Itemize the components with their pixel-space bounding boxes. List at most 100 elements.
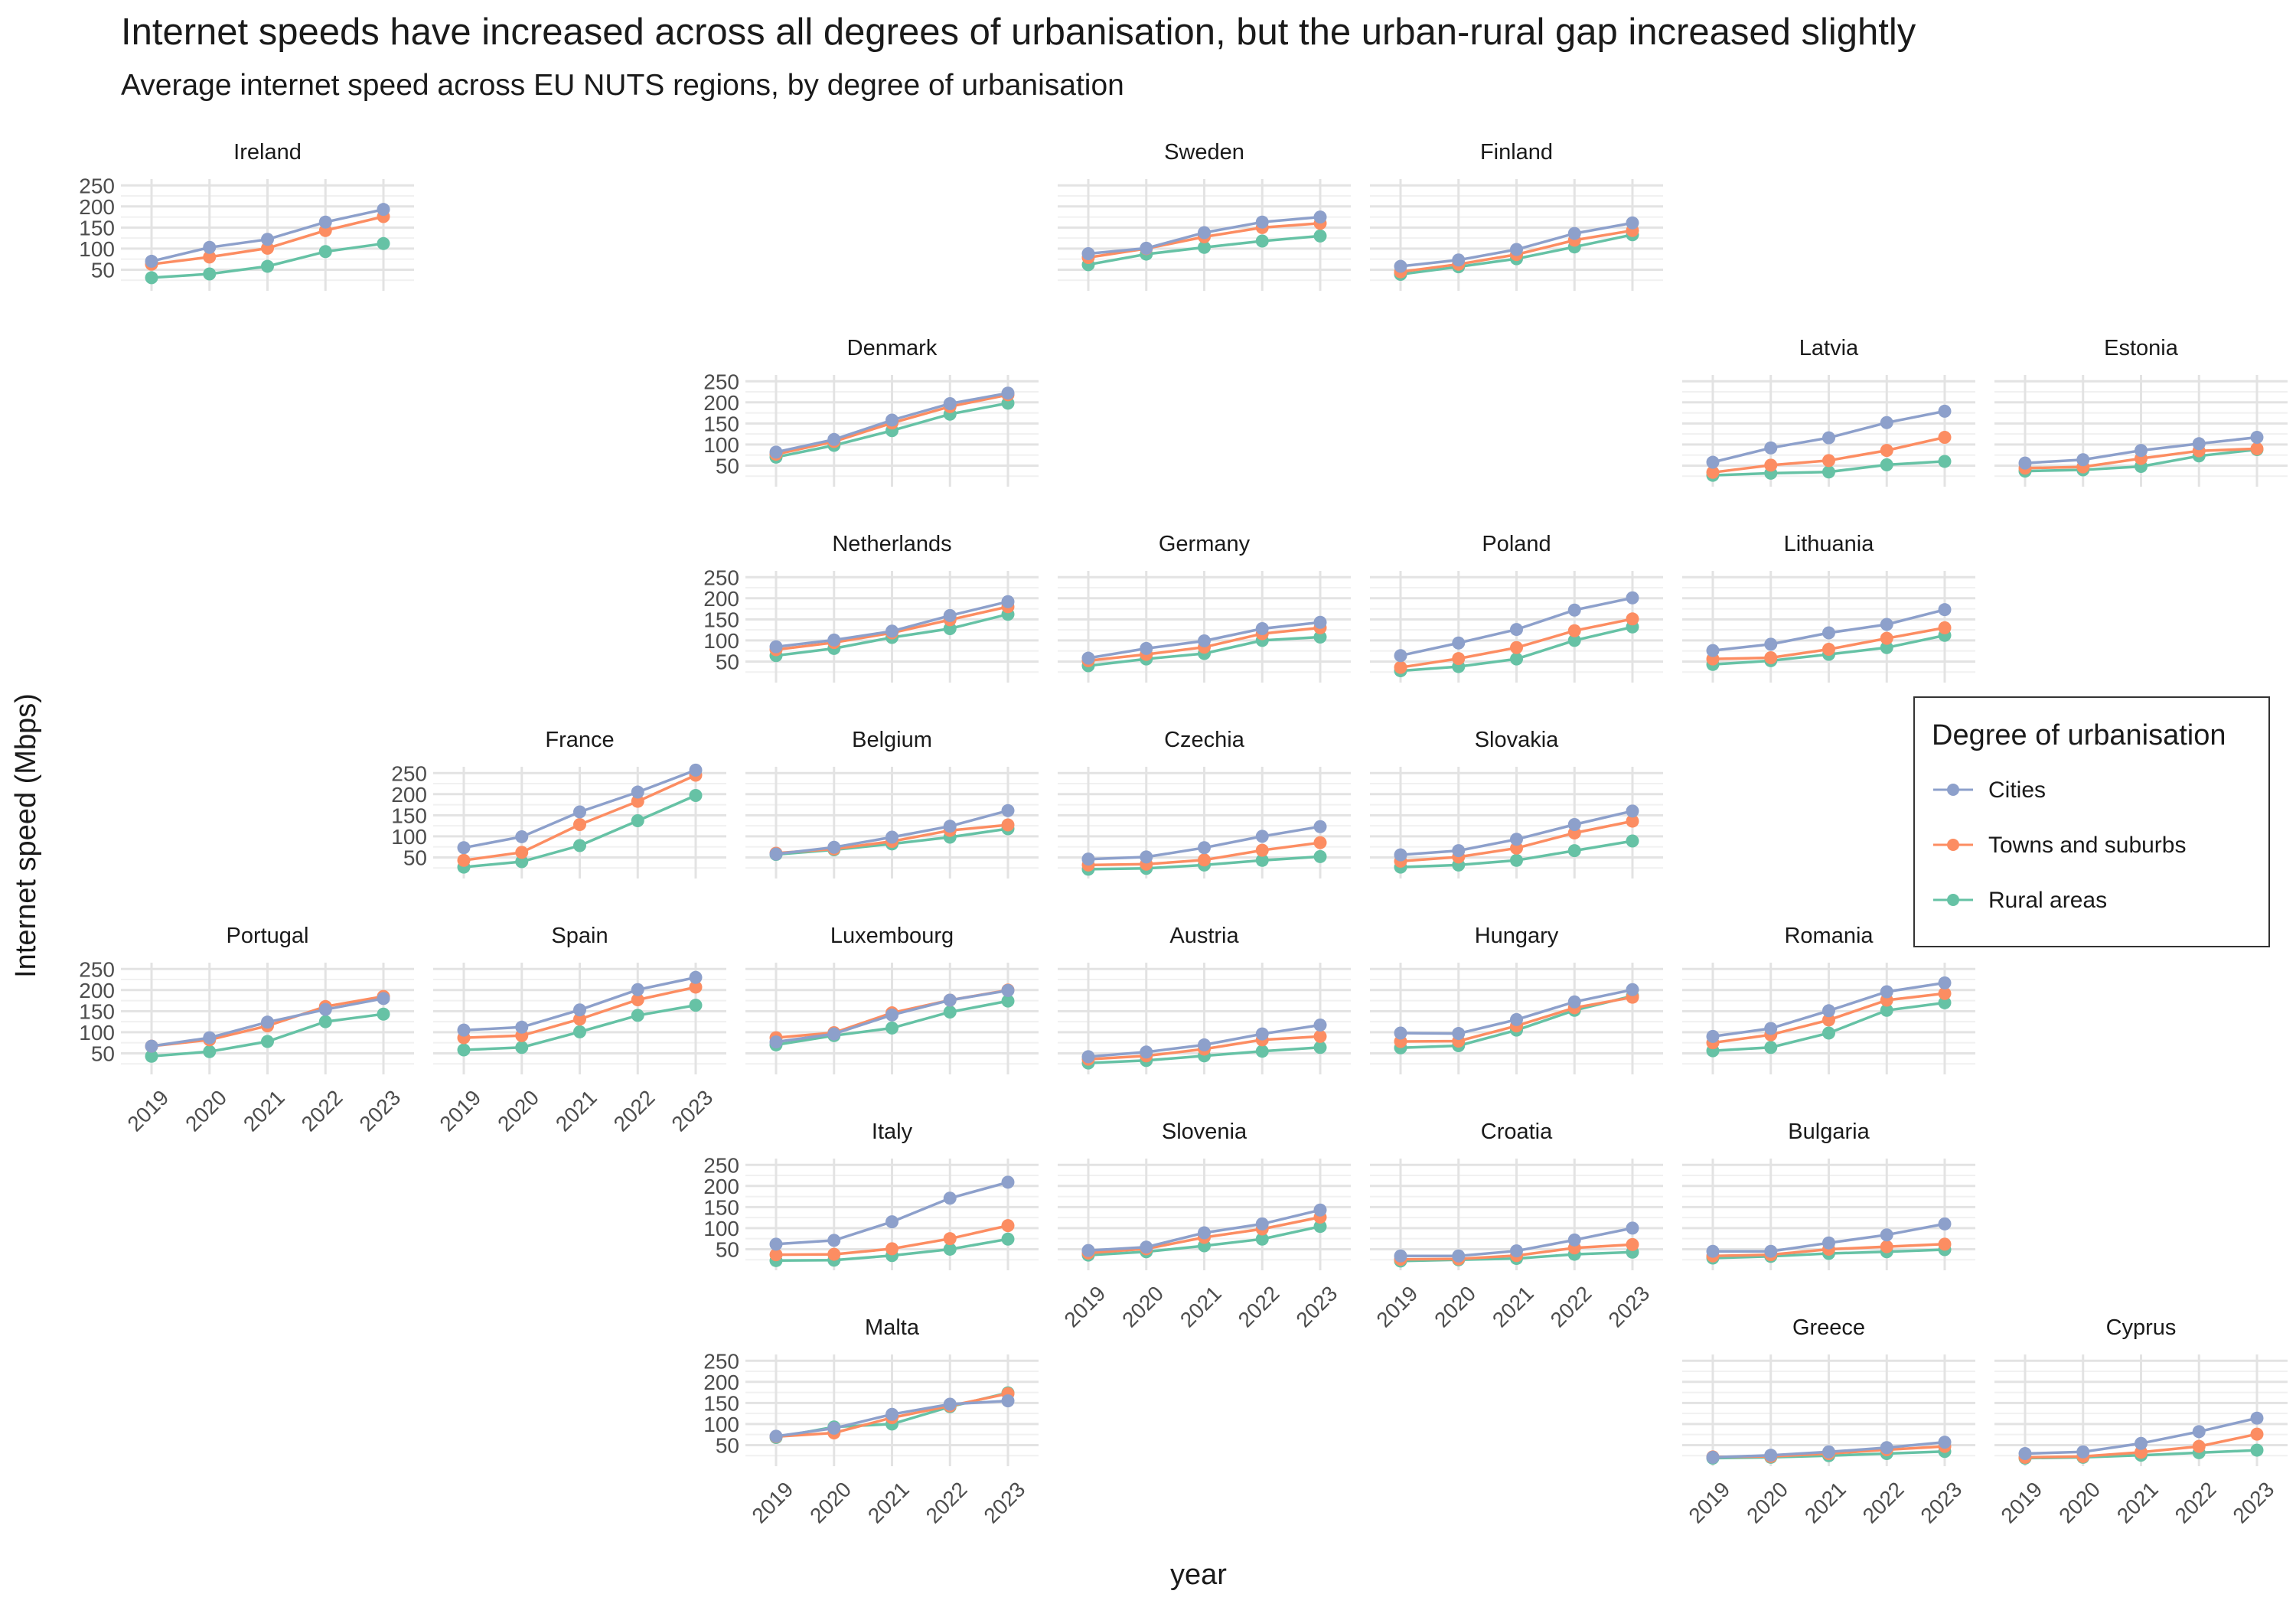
y-tick-label: 250 [391,761,427,785]
y-tick-label: 100 [703,1217,739,1240]
point-cities [1140,241,1153,255]
point-towns [1626,612,1639,626]
point-towns [1452,652,1466,666]
point-cities [769,847,783,861]
y-tick-label: 250 [703,1349,739,1373]
x-tick-label: 2023 [1916,1477,1966,1527]
point-cities [631,785,644,799]
point-cities [2250,431,2264,445]
point-cities [318,1002,332,1016]
point-rural [573,839,586,852]
point-cities [2192,1425,2206,1439]
y-tick-label: 50 [716,1237,739,1261]
point-cities [1081,1244,1095,1257]
point-cities [769,640,783,654]
point-cities [1394,649,1407,663]
point-rural [1313,1220,1327,1234]
point-cities [827,1027,841,1041]
panel-title-denmark: Denmark [847,336,938,360]
point-cities [885,413,899,427]
point-cities [1880,618,1893,631]
point-cities [769,1237,783,1251]
point-rural [1880,458,1893,471]
point-towns [1510,641,1523,654]
panel-title-bulgaria: Bulgaria [1788,1120,1870,1144]
point-rural [1198,240,1211,254]
x-tick-label: 2020 [493,1085,543,1136]
point-cities [1626,1221,1639,1235]
legend-item-towns: Towns and suburbs [1930,830,2259,860]
point-cities [827,633,841,647]
point-towns [1764,650,1778,664]
y-tick-label: 250 [79,957,115,981]
point-towns [1626,1237,1639,1251]
panel-title-slovenia: Slovenia [1162,1120,1247,1144]
legend-key-towns [1933,839,1973,851]
point-cities [827,840,841,854]
point-towns [1880,444,1893,458]
y-tick-label: 200 [79,979,115,1002]
point-rural [1255,1045,1269,1058]
point-cities [1081,852,1095,866]
point-cities [1198,226,1211,240]
point-rural [1510,853,1523,867]
panel-title-cyprus: Cyprus [2106,1315,2177,1340]
point-cities [457,841,471,855]
point-cities [1510,833,1523,846]
panel-cyprus: Cyprus 2019 2020 2021 2022 2023 [1994,1315,2288,1527]
point-cities [1255,830,1269,843]
point-towns [1706,465,1720,479]
y-tick-label: 150 [391,804,427,827]
point-cities [2018,1446,2032,1460]
point-towns [457,853,471,867]
point-cities [1706,455,1720,469]
point-cities [1452,1249,1466,1263]
x-tick-label: 2021 [1800,1477,1851,1527]
point-cities [1706,1450,1720,1464]
point-rural [1626,834,1639,848]
point-towns [1626,814,1639,828]
point-cities [769,445,783,459]
point-rural [2250,1443,2264,1457]
point-towns [203,250,217,264]
y-tick-label: 50 [716,650,739,673]
point-cities [1764,1449,1778,1462]
point-towns [631,794,644,808]
point-rural [457,1043,471,1057]
x-tick-label: 2021 [239,1085,289,1136]
point-rural [1880,1003,1893,1017]
point-towns [2250,442,2264,455]
point-rural [377,1007,390,1021]
x-tick-label: 2023 [979,1477,1029,1527]
point-towns [631,993,644,1006]
point-cities [1567,603,1581,617]
y-tick-label: 200 [79,195,115,219]
point-cities [885,1215,899,1229]
panel-title-latvia: Latvia [1799,336,1859,360]
point-rural [1255,853,1269,867]
y-tick-label: 200 [703,391,739,415]
y-tick-label: 150 [703,412,739,435]
point-rural [1764,1041,1778,1054]
point-cities [1313,615,1327,629]
x-tick-label: 2019 [1684,1477,1734,1527]
panel-title-romania: Romania [1784,924,1874,948]
legend-label-towns: Towns and suburbs [1988,833,2187,858]
point-cities [457,1023,471,1037]
panel-title-ireland: Ireland [233,140,302,165]
point-towns [943,1232,957,1246]
point-cities [1198,841,1211,855]
x-tick-label: 2022 [1858,1477,1909,1527]
point-cities [1822,431,1835,445]
point-cities [1822,1004,1835,1018]
point-towns [1880,1240,1893,1253]
panel-title-netherlands: Netherlands [832,532,951,556]
point-cities [1452,636,1466,650]
point-cities [1001,1394,1015,1408]
y-tick-label: 100 [79,1021,115,1045]
point-cities [2192,437,2206,451]
point-cities [573,805,586,819]
